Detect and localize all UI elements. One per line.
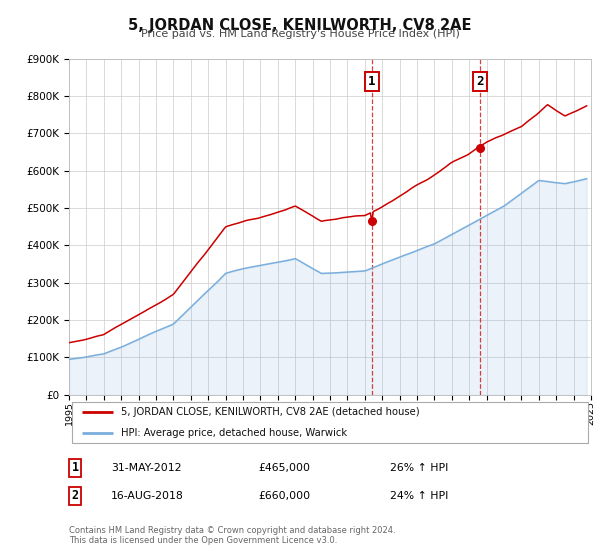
Text: 26% ↑ HPI: 26% ↑ HPI: [390, 463, 448, 473]
Text: 31-MAY-2012: 31-MAY-2012: [111, 463, 182, 473]
Text: 1: 1: [368, 74, 376, 88]
Text: 2: 2: [476, 74, 484, 88]
Text: Price paid vs. HM Land Registry's House Price Index (HPI): Price paid vs. HM Land Registry's House …: [140, 29, 460, 39]
Text: 1: 1: [71, 461, 79, 474]
Text: 24% ↑ HPI: 24% ↑ HPI: [390, 491, 448, 501]
Text: £660,000: £660,000: [258, 491, 310, 501]
Text: Contains HM Land Registry data © Crown copyright and database right 2024.: Contains HM Land Registry data © Crown c…: [69, 526, 395, 535]
Text: This data is licensed under the Open Government Licence v3.0.: This data is licensed under the Open Gov…: [69, 536, 337, 545]
FancyBboxPatch shape: [71, 402, 589, 444]
Text: 5, JORDAN CLOSE, KENILWORTH, CV8 2AE: 5, JORDAN CLOSE, KENILWORTH, CV8 2AE: [128, 18, 472, 33]
Text: HPI: Average price, detached house, Warwick: HPI: Average price, detached house, Warw…: [121, 428, 347, 438]
Text: £465,000: £465,000: [258, 463, 310, 473]
Text: 5, JORDAN CLOSE, KENILWORTH, CV8 2AE (detached house): 5, JORDAN CLOSE, KENILWORTH, CV8 2AE (de…: [121, 408, 420, 418]
Text: 2: 2: [71, 489, 79, 502]
Text: 16-AUG-2018: 16-AUG-2018: [111, 491, 184, 501]
